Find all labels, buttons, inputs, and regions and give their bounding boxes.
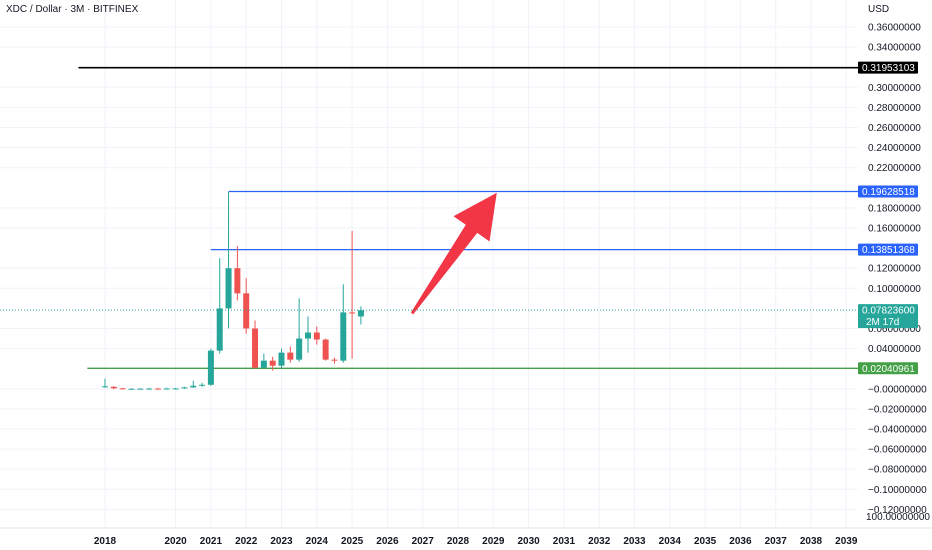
candle-body: [349, 312, 356, 314]
candle-body: [216, 308, 223, 351]
x-tick-label: 2039: [835, 536, 858, 547]
y-tick-label: −0.00000000: [868, 384, 927, 395]
x-tick-label: 2038: [800, 536, 823, 547]
y-tick-label: −0.08000000: [868, 465, 927, 476]
candle-body: [304, 332, 311, 339]
candle-body: [207, 350, 214, 385]
x-tick-label: 2021: [200, 536, 223, 547]
trend-arrow: [410, 192, 497, 315]
x-tick-label: 2032: [588, 536, 611, 547]
x-tick-label: 2036: [729, 536, 752, 547]
candle-body: [199, 384, 206, 386]
level-tag-blue-upper-bg: [858, 185, 918, 198]
candle-body: [234, 268, 241, 294]
y-tick-label: 0.24000000: [868, 143, 921, 154]
candle-body: [128, 388, 135, 390]
candle-body: [154, 388, 161, 390]
x-tick-label: 2028: [447, 536, 470, 547]
level-tag-black: 0.31953103: [862, 63, 915, 74]
y-tick-label: −0.02000000: [868, 404, 927, 415]
level-tag-blue-lower-bg: [858, 243, 918, 256]
candle-body: [190, 385, 197, 388]
x-axis-background: [0, 528, 932, 550]
currency-label: USD: [868, 4, 890, 15]
y-axis[interactable]: 0.36000000 0.34000000 0.30000000 0.28000000…: [866, 23, 930, 524]
candle-body: [110, 386, 117, 389]
candle-body: [357, 310, 364, 317]
x-tick-label: 2025: [341, 536, 364, 547]
x-tick-label: 2029: [482, 536, 505, 547]
y-tick-label: 0.16000000: [868, 224, 921, 235]
y-tick-label: 0.10000000: [868, 284, 921, 295]
arrow-annotation: [410, 192, 497, 315]
x-tick-label: 2022: [235, 536, 258, 547]
candle-body: [340, 312, 347, 361]
x-tick-label: 2024: [306, 536, 329, 547]
y-tick-label: 0.28000000: [868, 103, 921, 114]
candle-body: [243, 293, 250, 329]
candle-body: [146, 388, 153, 390]
y-tick-label: 0.30000000: [868, 83, 921, 94]
candlestick-series: [102, 191, 364, 390]
x-tick-label: 2035: [694, 536, 717, 547]
level-tag-green: 0.02040961: [862, 364, 915, 375]
y-tick-label: −0.10000000: [868, 485, 927, 496]
x-tick-label: 2027: [412, 536, 435, 547]
x-tick-label: 2030: [517, 536, 540, 547]
horizontal-levels: [78, 66, 858, 369]
candle-body: [252, 328, 259, 368]
x-tick-label: 2020: [164, 536, 187, 547]
chart-title: XDC / Dollar · 3M · BITFINEX: [6, 4, 139, 15]
y-tick-label: 0.04000000: [868, 344, 921, 355]
candle-body: [119, 388, 126, 390]
x-tick-label: 2034: [659, 536, 682, 547]
price-axis-tags: 0.31953103 0.19628518 0.13851368 0.02040961…: [858, 61, 918, 375]
candle-body: [287, 352, 294, 360]
candle-body: [102, 386, 108, 388]
level-tag-blue-upper: 0.19628518: [862, 187, 915, 198]
level-tag-blue-lower: 0.13851368: [862, 245, 915, 256]
y-tick-label: −0.04000000: [868, 425, 927, 436]
candle-body: [137, 388, 144, 390]
candle-body: [260, 360, 267, 368]
y-tick-label: −0.06000000: [868, 445, 927, 456]
candle-body: [181, 387, 188, 389]
x-tick-label: 2023: [270, 536, 293, 547]
x-tick-label: 2018: [94, 536, 117, 547]
countdown-label: 2M 17d: [866, 317, 899, 328]
y-tick-label: 0.34000000: [868, 43, 921, 54]
current-price-tag-bg: [858, 304, 918, 329]
candle-body: [269, 360, 276, 366]
x-tick-label: 2037: [765, 536, 788, 547]
level-tag-green-bg: [858, 362, 918, 375]
y-tick-label: 0.18000000: [868, 203, 921, 214]
candle-body: [313, 332, 320, 340]
candle-body: [225, 268, 232, 309]
x-tick-label: 2031: [553, 536, 576, 547]
y-tick-label: 0.06000000: [868, 324, 921, 335]
y-tick-label: 0.22000000: [868, 163, 921, 174]
y-tick-label: 0.12000000: [868, 264, 921, 275]
candle-body: [172, 388, 179, 390]
y-tick-label-cut: 100.00000000: [866, 512, 930, 523]
level-tag-black-bg: [858, 61, 918, 74]
candle-body: [322, 339, 329, 360]
current-price-tag: 0.07823600: [862, 306, 915, 317]
candle-body: [296, 338, 303, 360]
candle-body: [278, 352, 285, 366]
candle-body: [163, 388, 170, 390]
candle-body: [331, 359, 338, 361]
x-tick-label: 2026: [376, 536, 399, 547]
y-tick-label: 0.26000000: [868, 123, 921, 134]
y-tick-label: 0.36000000: [868, 23, 921, 34]
grid-lines: [0, 0, 858, 528]
x-tick-label: 2033: [623, 536, 646, 547]
y-tick-label: −0.12000000: [868, 505, 927, 516]
